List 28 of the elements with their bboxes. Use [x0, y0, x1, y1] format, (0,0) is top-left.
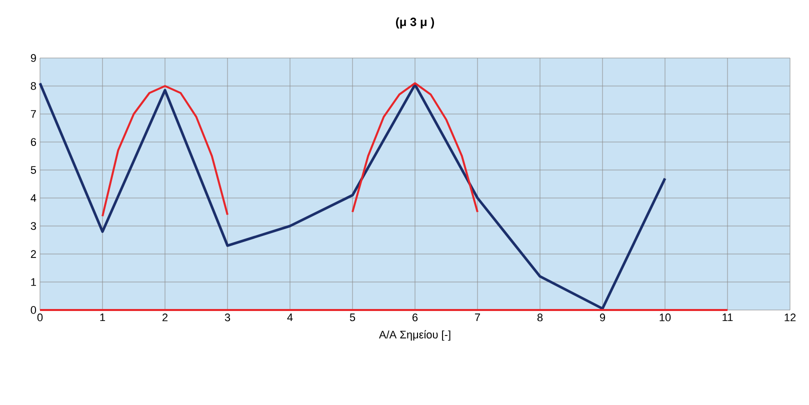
x-axis-title: Α/Α Σημείου [-]	[378, 330, 450, 341]
line-series	[38, 82, 666, 310]
y-tick-label: 5	[30, 166, 36, 174]
y-tick-label: 1	[31, 278, 36, 286]
y-tick-label: 7	[30, 110, 36, 118]
x-tick-label: 2	[162, 314, 168, 322]
line-series	[102, 85, 229, 218]
line-series	[352, 82, 479, 214]
x-tick-label: 12	[784, 314, 796, 322]
x-tick-label: 5	[350, 314, 356, 322]
x-tick-label: 8	[537, 314, 543, 322]
x-tick-label: 7	[475, 314, 480, 322]
x-tick-label: 6	[412, 314, 418, 322]
y-tick-label: 8	[30, 82, 36, 90]
y-tick-label: 4	[30, 194, 36, 202]
x-tick-label: 3	[224, 314, 230, 322]
x-tick-label: 9	[600, 314, 606, 322]
y-tick-label: 3	[30, 222, 36, 230]
x-tick-label: 11	[722, 314, 733, 322]
y-tick-label: 2	[30, 250, 36, 258]
y-tick-label: 6	[30, 138, 36, 146]
chart-title: (μ 3 μ )	[396, 17, 434, 29]
x-tick-label: 1	[100, 314, 106, 322]
y-tick-label: 9	[30, 54, 36, 62]
x-tick-label: 0	[37, 314, 43, 322]
y-tick-label: 0	[30, 306, 36, 314]
x-tick-label: 10	[660, 314, 671, 322]
x-tick-label: 4	[287, 314, 293, 322]
